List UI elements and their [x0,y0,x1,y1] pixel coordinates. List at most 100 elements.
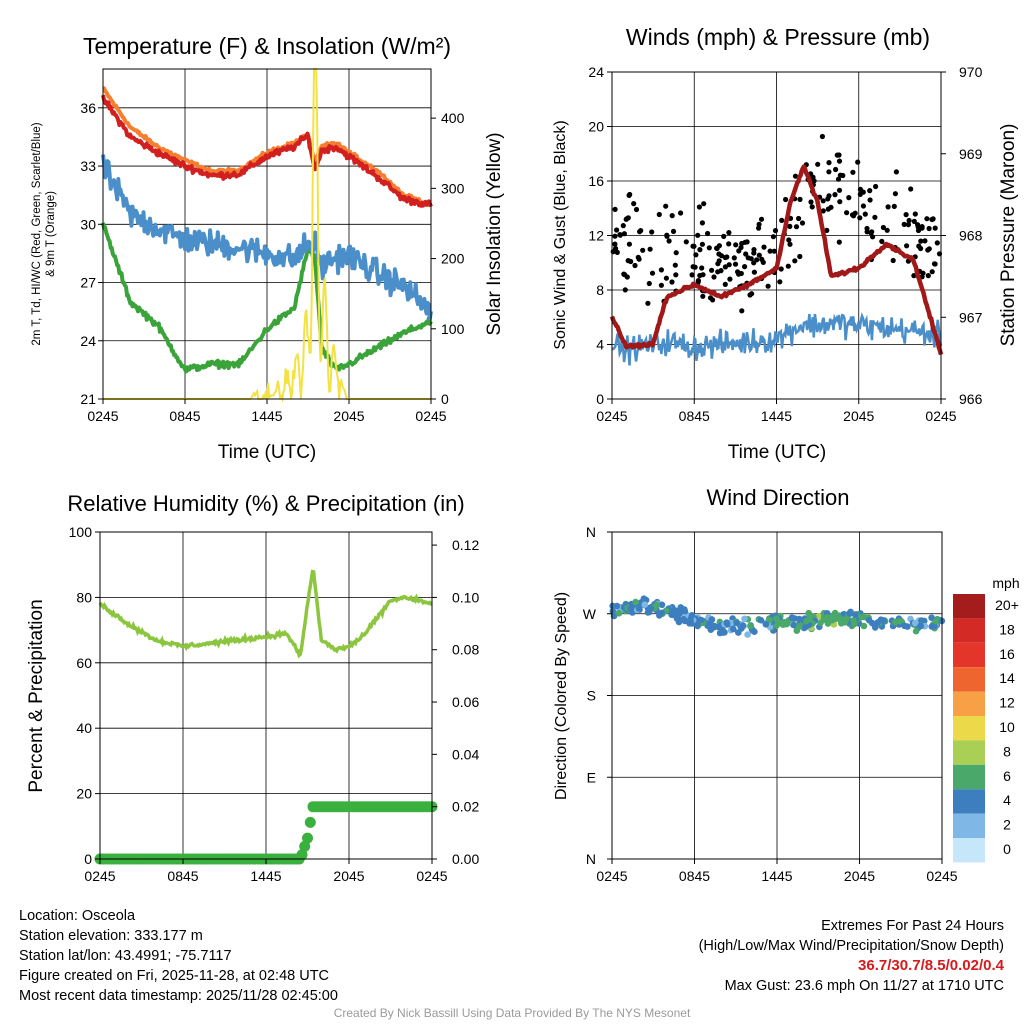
gust-point [890,257,896,264]
legend-label: 0 [1003,841,1011,857]
gust-point [673,272,679,278]
gust-point [836,239,842,245]
gust-point [726,262,732,268]
gust-point [825,196,831,202]
gust-point [696,204,703,210]
legend-swatch [953,838,985,863]
direction-point [613,602,621,610]
legend-swatch [953,764,985,790]
station-location: Location: Osceola [19,908,136,924]
gust-point [815,161,821,167]
direction-point [846,610,853,617]
gust-point [646,280,652,287]
gust-point [787,241,793,247]
x-tick-label: 2045 [333,408,364,424]
gust-point [926,225,932,232]
gust-point [932,225,938,231]
gust-point [699,220,706,226]
gust-point [731,255,737,261]
winds-title: Winds (mph) & Pressure (mb) [626,24,930,50]
speed-legend-title: mph [992,575,1019,591]
direction-point [721,629,728,636]
gust-point [767,248,773,254]
gust-point [672,262,678,268]
gust-point [626,241,633,247]
direction-point [708,616,716,623]
direction-point [874,619,881,626]
legend-label: 14 [999,670,1015,686]
gust-point [742,264,748,270]
direction-point [757,616,765,624]
gust-point [919,224,925,230]
station-elevation: Station elevation: 333.177 m [19,928,203,944]
direction-point [762,621,770,628]
gust-point [836,152,842,158]
gust-point [846,195,852,201]
gust-point [733,242,739,248]
gust-point [765,283,771,289]
gust-point [614,227,620,233]
gust-point [625,258,631,264]
x-tick-label: 0245 [415,408,446,424]
y2-tick-label: 200 [441,251,465,267]
direction-point [901,622,908,630]
gust-point [922,238,928,244]
gust-point [705,230,711,237]
gust-point [929,269,935,275]
winds-panel: Winds (mph) & Pressure (mb) 0245 0845 1445… [552,24,1019,463]
legend-swatch [953,740,985,765]
direction-point [673,615,681,622]
gust-point [649,270,656,276]
temperature-grid [103,69,431,399]
wind-speed-line [611,312,943,366]
y2-tick-label: 400 [441,110,465,126]
temperature-ylabel-left-1: 2m T, Td, HI/WC (Red, Green, Scarlet/Blu… [31,122,43,345]
gust-point [911,218,917,224]
x-tick-label: 2045 [843,408,874,424]
gust-point [751,247,757,253]
gust-point [880,224,887,231]
gust-point [756,221,762,227]
gust-point [772,228,779,234]
gust-point [706,245,712,251]
direction-point [836,615,843,623]
gust-point [666,238,672,244]
direction-point [912,627,920,635]
gust-point [828,204,834,210]
legend-swatch [953,813,985,838]
gust-point [852,210,858,216]
legend-label: 12 [999,695,1015,711]
gust-point [836,158,843,164]
gust-point [901,221,907,227]
direction-point [627,605,634,612]
direction-point [824,614,831,621]
gust-point [645,300,651,306]
y-tick-label: E [587,769,596,785]
gust-point [837,199,843,205]
gust-point [736,248,742,254]
gust-point [649,229,655,235]
gust-point [690,243,696,249]
humidity-title: Relative Humidity (%) & Precipitation (i… [67,491,464,516]
gust-point [925,247,931,253]
y-tick-label: 20 [76,786,92,802]
direction-point [928,614,935,621]
gust-point [735,269,741,275]
gust-point [925,273,931,279]
y-tick-label: W [583,606,597,622]
gust-point [656,211,662,218]
gust-point [833,166,839,173]
gust-point [633,206,640,213]
y-tick-label: 16 [588,173,604,189]
gust-point [722,264,729,270]
direction-point [741,615,748,623]
legend-label: 10 [999,719,1015,735]
gust-point [716,251,722,257]
gust-point [756,252,762,258]
gust-point [638,228,644,234]
y-tick-label: 8 [596,282,604,298]
gust-point [826,169,832,175]
gust-point [808,199,814,205]
gust-point [693,252,699,258]
